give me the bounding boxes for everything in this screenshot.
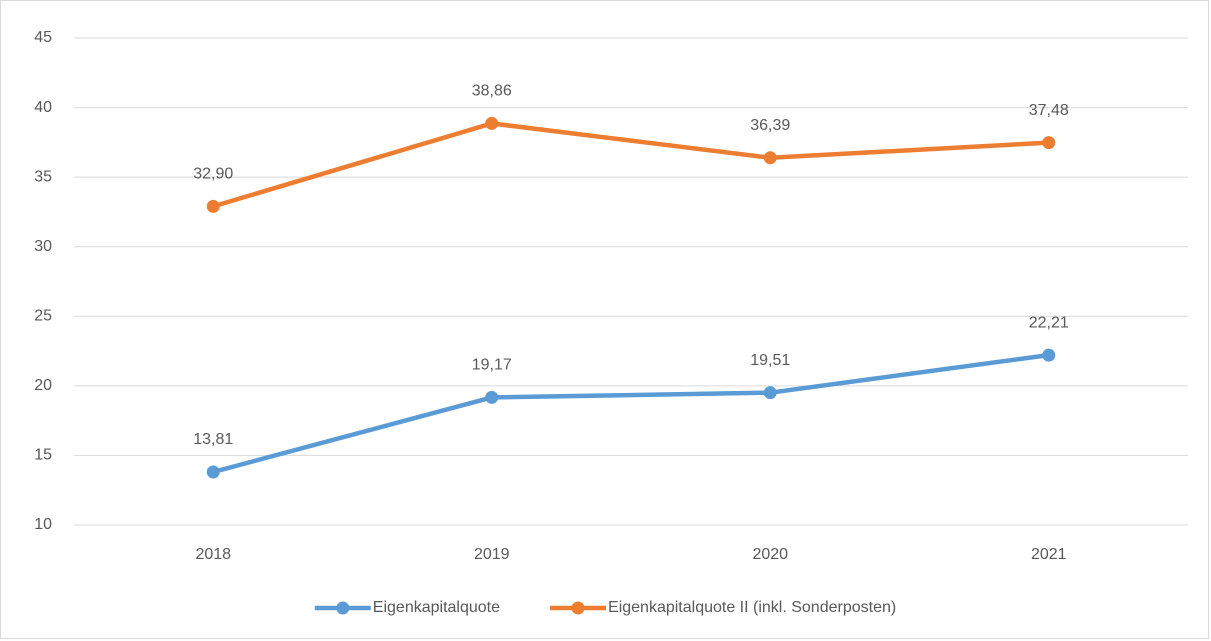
data-point — [763, 151, 777, 165]
series-line — [211, 352, 1051, 475]
x-tick-label: 2021 — [1031, 546, 1067, 563]
data-point — [763, 386, 777, 400]
data-point — [206, 465, 220, 479]
data-label: 22,21 — [1029, 314, 1069, 331]
data-label: 38,86 — [472, 83, 512, 100]
legend-item: Eigenkapitalquote II (inkl. Sonderposten… — [550, 599, 896, 616]
x-tick-label: 2018 — [195, 546, 231, 563]
x-tick-label: 2019 — [474, 546, 510, 563]
legend-marker — [336, 601, 350, 615]
y-tick-label: 10 — [34, 516, 52, 533]
legend-label: Eigenkapitalquote II (inkl. Sonderposten… — [608, 599, 896, 616]
x-tick-label: 2020 — [752, 546, 788, 563]
legend-marker — [571, 601, 585, 615]
legend-item: Eigenkapitalquote — [314, 599, 500, 616]
y-tick-label: 30 — [34, 238, 52, 255]
y-tick-label: 45 — [34, 29, 52, 46]
y-tick-label: 15 — [34, 447, 52, 464]
data-label: 32,90 — [193, 166, 233, 183]
data-label: 37,48 — [1029, 102, 1069, 119]
data-label: 13,81 — [193, 431, 233, 448]
y-tick-label: 35 — [34, 168, 52, 185]
data-point — [485, 390, 499, 404]
legend-label: Eigenkapitalquote — [373, 599, 500, 616]
data-label: 19,17 — [472, 357, 512, 374]
data-point — [206, 199, 220, 213]
data-point — [1042, 136, 1056, 150]
data-label: 36,39 — [750, 117, 790, 134]
data-point — [1042, 348, 1056, 362]
y-tick-label: 20 — [34, 377, 52, 394]
y-tick-label: 25 — [34, 308, 52, 325]
data-point — [485, 116, 499, 130]
series-line — [211, 121, 1051, 209]
y-tick-label: 40 — [34, 99, 52, 116]
data-label: 19,51 — [750, 352, 790, 369]
